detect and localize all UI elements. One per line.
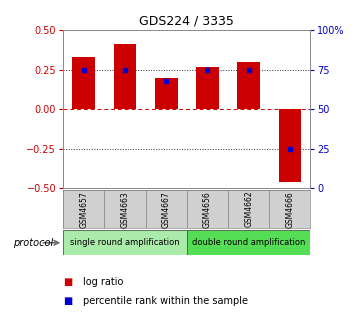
Bar xyxy=(104,190,145,228)
Text: log ratio: log ratio xyxy=(83,277,123,287)
Bar xyxy=(196,67,219,109)
Text: GSM4662: GSM4662 xyxy=(244,191,253,227)
Text: ■: ■ xyxy=(63,296,73,306)
Text: percentile rank within the sample: percentile rank within the sample xyxy=(83,296,248,306)
Text: protocol: protocol xyxy=(13,238,56,248)
Bar xyxy=(187,190,228,228)
Bar xyxy=(279,109,301,182)
Text: GSM4667: GSM4667 xyxy=(162,191,171,227)
Text: GSM4663: GSM4663 xyxy=(121,191,130,227)
Bar xyxy=(155,78,178,109)
Text: double round amplification: double round amplification xyxy=(192,238,305,247)
Bar xyxy=(237,62,260,109)
Bar xyxy=(187,230,310,255)
Title: GDS224 / 3335: GDS224 / 3335 xyxy=(139,15,234,28)
Text: ■: ■ xyxy=(63,277,73,287)
Bar xyxy=(228,190,269,228)
Text: single round amplification: single round amplification xyxy=(70,238,180,247)
Bar xyxy=(63,230,187,255)
Text: GSM4657: GSM4657 xyxy=(79,191,88,227)
Text: GSM4656: GSM4656 xyxy=(203,191,212,227)
Bar xyxy=(63,190,104,228)
Bar xyxy=(73,57,95,109)
Bar xyxy=(269,190,310,228)
Bar xyxy=(114,44,136,109)
Bar xyxy=(145,190,187,228)
Text: GSM4666: GSM4666 xyxy=(285,191,294,227)
